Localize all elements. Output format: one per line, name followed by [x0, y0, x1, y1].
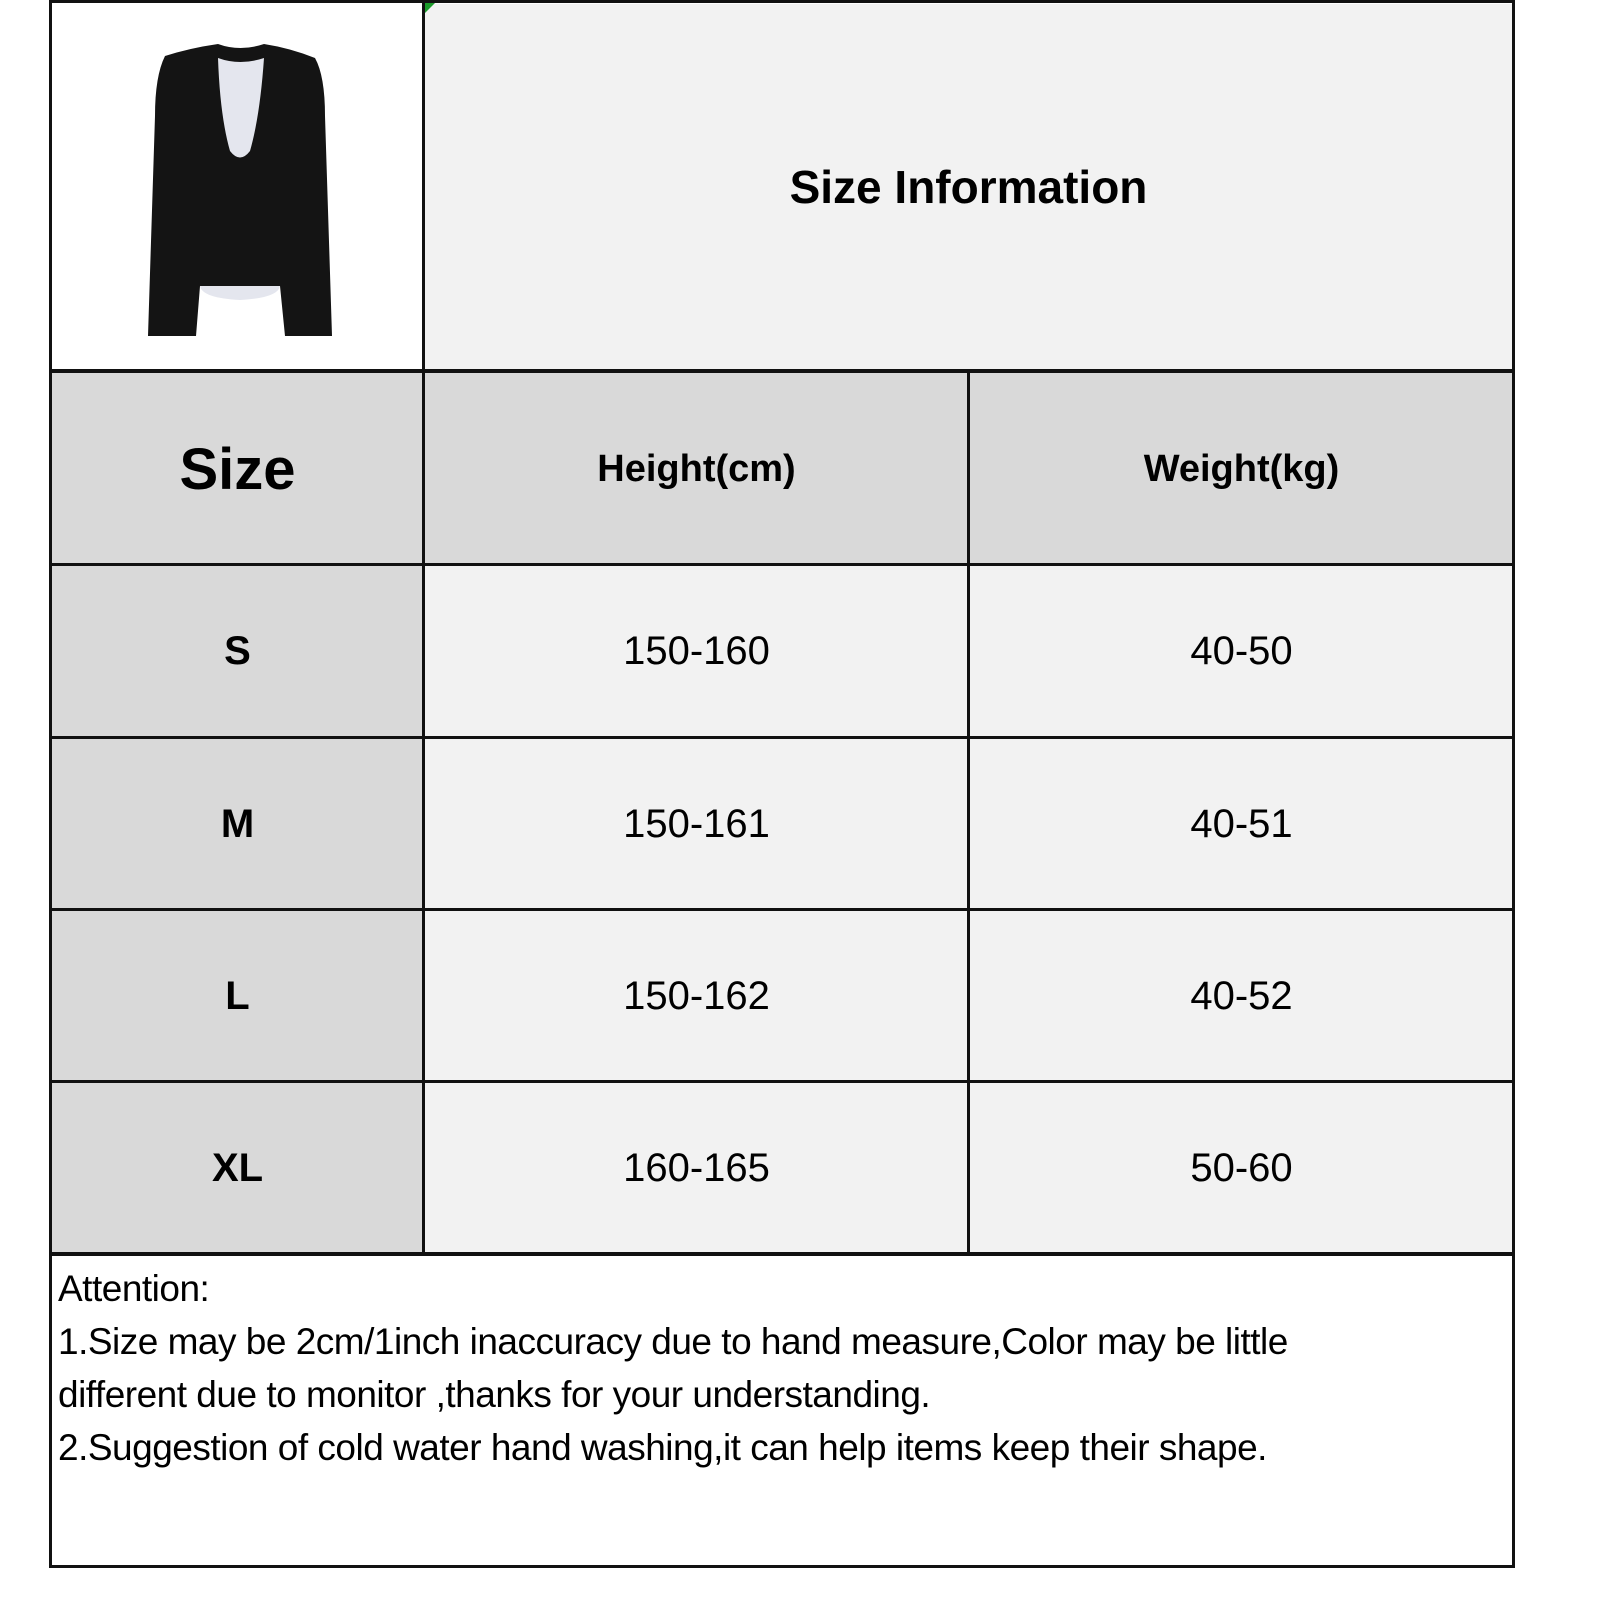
divider-col-1: [422, 0, 425, 1256]
attention-line-1-cont: different due to monitor ,thanks for you…: [58, 1374, 931, 1415]
table-cell-height: 150-162: [425, 911, 968, 1081]
cell-marker-icon: [424, 2, 436, 14]
size-value: XL: [211, 1145, 264, 1190]
product-image: [147, 44, 332, 336]
height-value: 150-161: [623, 801, 770, 846]
table-cell-size: M: [52, 739, 423, 909]
divider-header: [50, 369, 1515, 373]
product-image-cell: [52, 2, 423, 370]
attention-line-2: 2.Suggestion of cold water hand washing,…: [58, 1427, 1267, 1468]
size-value: L: [225, 973, 250, 1018]
table-cell-weight: 40-51: [970, 739, 1513, 909]
size-value: M: [220, 801, 255, 846]
table-cell-size: L: [52, 911, 423, 1081]
header-height: Height(cm): [425, 373, 968, 565]
weight-value: 40-50: [1190, 628, 1293, 673]
border-left: [49, 0, 52, 1568]
weight-value: 40-52: [1190, 973, 1293, 1018]
border-top: [50, 0, 1515, 3]
weight-value: 40-51: [1190, 801, 1293, 846]
table-cell-weight: 40-52: [970, 911, 1513, 1081]
header-size: Size: [52, 373, 423, 565]
divider-col-2: [967, 370, 970, 1256]
height-value: 160-165: [623, 1145, 770, 1190]
attention-title: Attention:: [58, 1268, 210, 1309]
table-cell-size: XL: [52, 1083, 423, 1253]
attention-line-1: 1.Size may be 2cm/1inch inaccuracy due t…: [58, 1321, 1288, 1362]
table-cell-weight: 50-60: [970, 1083, 1513, 1253]
table-cell-size: S: [52, 566, 423, 736]
table-cell-height: 150-160: [425, 566, 968, 736]
divider-row: [50, 908, 1515, 911]
divider-row: [50, 563, 1515, 566]
weight-value: 50-60: [1190, 1145, 1293, 1190]
divider-row: [50, 736, 1515, 739]
attention-notes: Attention: 1.Size may be 2cm/1inch inacc…: [58, 1262, 1508, 1474]
table-cell-height: 150-161: [425, 739, 968, 909]
table-cell-weight: 40-50: [970, 566, 1513, 736]
border-bottom: [50, 1565, 1515, 1568]
height-value: 150-162: [623, 973, 770, 1018]
divider-attention: [50, 1252, 1515, 1256]
border-right: [1512, 0, 1515, 1568]
size-value: S: [224, 628, 251, 673]
header-weight: Weight(kg): [970, 373, 1513, 565]
divider-row: [50, 1080, 1515, 1083]
height-value: 150-160: [623, 628, 770, 673]
page-title: Size Information: [789, 161, 1148, 213]
table-cell-height: 160-165: [425, 1083, 968, 1253]
title-cell: Size Information: [425, 4, 1512, 370]
